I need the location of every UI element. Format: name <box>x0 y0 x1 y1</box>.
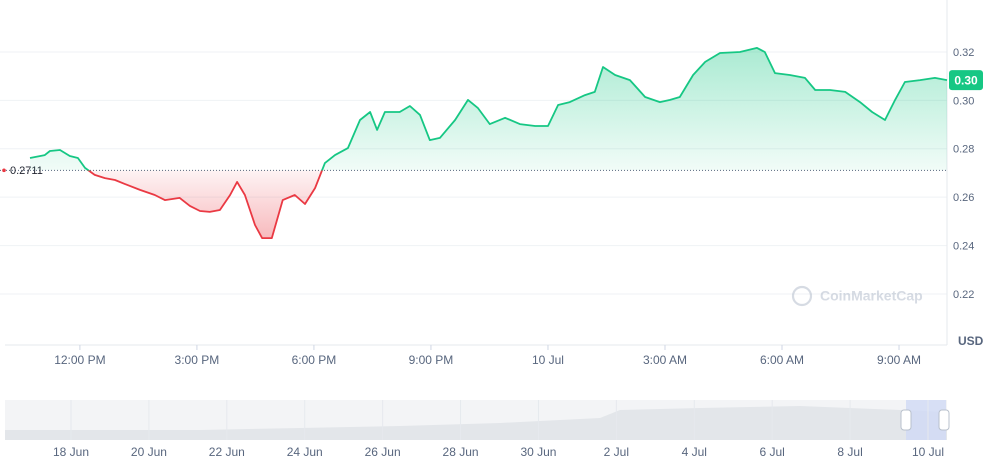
x-tick-label: 12:00 PM <box>54 353 105 367</box>
watermark: CoinMarketCap <box>791 285 923 307</box>
y-tick-label: 0.24 <box>953 240 974 252</box>
price-area <box>30 47 947 239</box>
navigator <box>5 400 950 440</box>
y-tick-label: 0.26 <box>953 192 974 204</box>
x-tick-label: 9:00 PM <box>409 353 454 367</box>
x-tick-label: 6:00 PM <box>292 353 337 367</box>
x-tick-label: 3:00 PM <box>175 353 220 367</box>
navigator-label: 2 Jul <box>604 445 629 459</box>
y-tick-label: 0.22 <box>953 289 974 301</box>
navigator-shape <box>5 406 947 440</box>
navigator-label: 28 Jun <box>443 445 479 459</box>
x-tick-label: 3:00 AM <box>643 353 687 367</box>
y-tick-label: 0.30 <box>953 95 974 107</box>
y-tick-label: 0.28 <box>953 144 974 156</box>
watermark-logo <box>791 285 813 307</box>
y-tick-label: 0.32 <box>953 47 974 59</box>
navigator-label: 4 Jul <box>682 445 707 459</box>
navigator-label: 6 Jul <box>760 445 785 459</box>
navigator-label: 22 Jun <box>209 445 245 459</box>
navigator-label: 10 Jul <box>912 445 944 459</box>
navigator-label: 20 Jun <box>131 445 167 459</box>
x-tick-label: 6:00 AM <box>760 353 804 367</box>
navigator-handle[interactable] <box>938 409 950 431</box>
navigator-label: 18 Jun <box>53 445 89 459</box>
watermark-text: CoinMarketCap <box>820 288 923 304</box>
navigator-label: 24 Jun <box>287 445 323 459</box>
reference-dot <box>2 168 6 173</box>
unit-label: USD <box>958 334 984 348</box>
price-line <box>29 47 948 239</box>
price-badge <box>949 70 983 91</box>
x-tick-label: 9:00 AM <box>877 353 921 367</box>
price-badge-label: 0.30 <box>954 73 978 87</box>
navigator-handle[interactable] <box>900 409 912 431</box>
x-tick-label: 10 Jul <box>532 353 564 367</box>
navigator-label: 30 Jun <box>520 445 556 459</box>
navigator-label: 8 Jul <box>837 445 862 459</box>
navigator-label: 26 Jun <box>365 445 401 459</box>
